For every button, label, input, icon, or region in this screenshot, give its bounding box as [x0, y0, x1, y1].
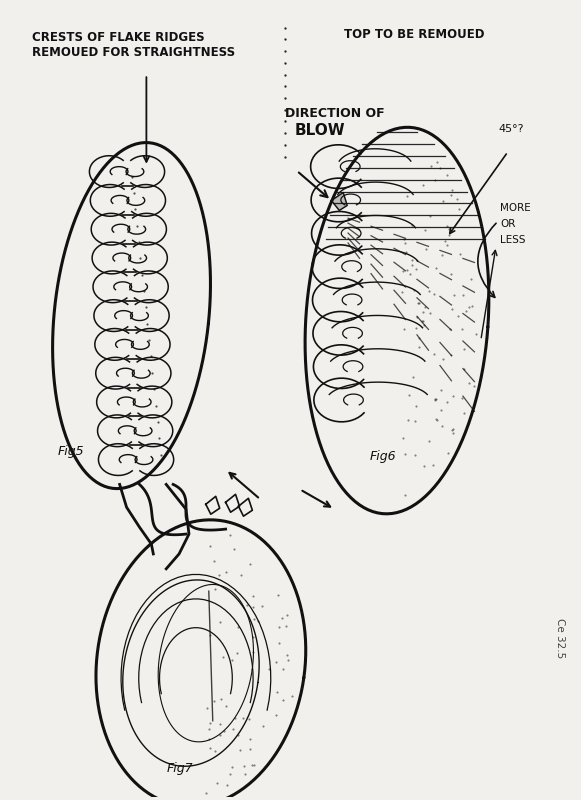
- Text: OR: OR: [500, 219, 515, 230]
- FancyArrowPatch shape: [478, 223, 496, 298]
- Text: Fig6: Fig6: [370, 450, 396, 462]
- Text: Ce 32.5: Ce 32.5: [555, 618, 565, 658]
- Text: BLOW: BLOW: [295, 123, 346, 138]
- Text: Fig5: Fig5: [58, 445, 84, 458]
- Text: REMOUED FOR STRAIGHTNESS: REMOUED FOR STRAIGHTNESS: [33, 46, 236, 59]
- Polygon shape: [331, 193, 347, 210]
- Text: MORE: MORE: [500, 203, 530, 214]
- Text: LESS: LESS: [500, 235, 525, 245]
- Text: Fig7: Fig7: [166, 762, 193, 775]
- Text: CRESTS OF FLAKE RIDGES: CRESTS OF FLAKE RIDGES: [33, 30, 205, 43]
- Text: 45°?: 45°?: [498, 124, 523, 134]
- Text: TOP TO BE REMOUED: TOP TO BE REMOUED: [345, 27, 485, 41]
- Text: DIRECTION OF: DIRECTION OF: [285, 107, 385, 120]
